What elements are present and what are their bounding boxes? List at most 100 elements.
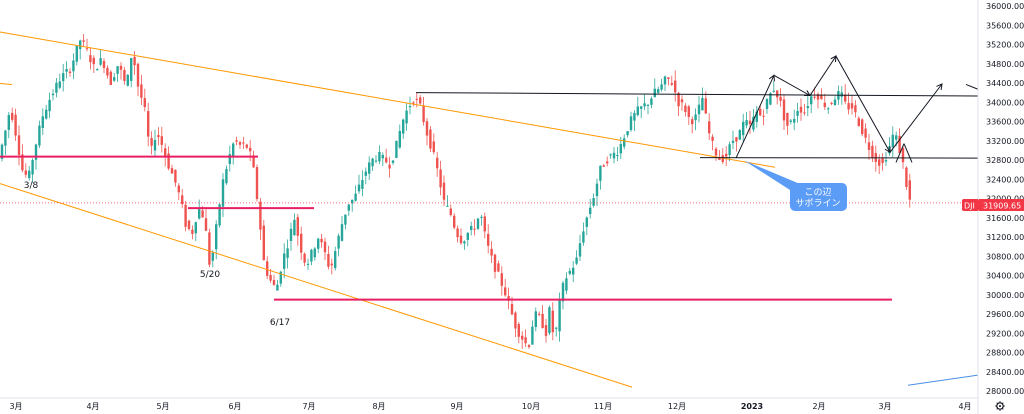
candle-down — [762, 115, 765, 117]
x-tick-label: 11月 — [594, 402, 612, 411]
candle-up — [572, 267, 575, 275]
x-tick-label: 2023 — [741, 402, 763, 411]
candle-down — [847, 103, 850, 110]
candle-down — [191, 229, 194, 234]
candle-up — [694, 114, 697, 121]
candle-down — [102, 61, 106, 68]
candle-up — [558, 299, 561, 332]
candle-down — [439, 169, 442, 188]
candle-up — [371, 158, 374, 167]
candle-down — [422, 105, 425, 123]
candle-up — [827, 108, 830, 110]
candle-up — [578, 243, 582, 257]
date-annotation: 3/8 — [24, 181, 39, 191]
candle-up — [153, 140, 157, 151]
candle-down — [823, 102, 826, 108]
candle-down — [606, 161, 609, 164]
candle-down — [680, 99, 684, 103]
candle-down — [85, 48, 89, 50]
x-tick-label: 2月 — [812, 402, 825, 411]
candle-up — [293, 219, 296, 236]
trend-line-stub — [0, 82, 13, 85]
candle-down — [300, 233, 303, 253]
candle-down — [432, 141, 435, 153]
candle-down — [388, 164, 391, 169]
settings-gear-icon[interactable] — [995, 401, 1005, 411]
candle-down — [901, 147, 905, 163]
time-axis[interactable]: 3月 4月 5月 6月 7月 8月 9月 10月 11月 12月 2023 2月 3月 4月 — [9, 402, 971, 411]
candle-up — [395, 140, 398, 158]
candle-down — [459, 235, 463, 244]
candle-down — [714, 148, 718, 156]
candle-up — [126, 74, 129, 86]
candle-down — [704, 98, 707, 114]
candle-up — [585, 217, 588, 227]
candle-down — [905, 167, 908, 187]
candle-down — [327, 253, 330, 267]
candle-down — [854, 105, 857, 113]
candle-down — [24, 170, 27, 175]
candle-up — [755, 111, 758, 122]
candle-down — [123, 69, 126, 81]
candle-down — [497, 263, 500, 272]
candle-down — [323, 241, 327, 253]
candle-up — [211, 252, 214, 261]
candle-up — [62, 73, 65, 82]
candle-up — [728, 144, 731, 155]
candle-up — [697, 104, 701, 115]
candle-up — [769, 93, 772, 105]
candle-down — [272, 280, 276, 285]
candle-up — [888, 146, 891, 154]
candle-down — [799, 106, 803, 113]
candle-up — [884, 160, 888, 162]
candle-down — [861, 119, 864, 135]
candle-up — [796, 111, 799, 116]
candle-up — [616, 155, 619, 157]
symbol-badge — [962, 199, 979, 211]
candle-up — [310, 249, 313, 262]
candle-down — [524, 337, 527, 344]
candle-down — [245, 144, 248, 148]
candle-up — [555, 327, 558, 329]
candle-up — [334, 251, 337, 269]
candle-down — [517, 324, 520, 337]
drawings — [0, 31, 979, 388]
candle-down — [425, 121, 429, 136]
candle-up — [34, 144, 38, 160]
candle-up — [789, 120, 792, 122]
candle-up — [337, 235, 340, 249]
y-tick-label: 35200.00 — [986, 41, 1024, 50]
candle-down — [510, 303, 514, 315]
candle-up — [381, 154, 384, 159]
pullback-segment — [895, 143, 905, 163]
candle-down — [541, 313, 544, 328]
y-tick-label: 32800.00 — [986, 156, 1024, 165]
candle-up — [72, 60, 75, 72]
callout-line-2: サポライン — [795, 198, 840, 209]
candle-down — [878, 159, 881, 166]
candle-up — [357, 184, 361, 192]
y-tick-label: 28000.00 — [986, 387, 1024, 396]
y-tick-label: 31200.00 — [986, 233, 1024, 242]
price-axis[interactable]: 28000.00 28400.00 28800.00 29200.00 29600.00… — [986, 2, 1024, 396]
x-tick-label: 4月 — [958, 402, 971, 411]
candle-up — [629, 116, 633, 130]
candle-down — [133, 56, 136, 66]
candle-up — [565, 278, 568, 291]
candle-up — [663, 76, 667, 85]
candle-up — [313, 248, 316, 258]
candle-up — [476, 218, 480, 229]
candle-down — [670, 83, 673, 85]
x-tick-label: 6月 — [228, 402, 241, 411]
candle-down — [164, 148, 167, 157]
candle-up — [599, 165, 602, 181]
candle-down — [119, 65, 123, 70]
candle-up — [582, 231, 585, 243]
candle-up — [0, 144, 4, 159]
callout-box — [790, 183, 847, 211]
candle-up — [595, 183, 599, 197]
candle-up — [480, 216, 483, 218]
arrow-head — [803, 90, 811, 97]
price-badge — [979, 199, 1024, 211]
